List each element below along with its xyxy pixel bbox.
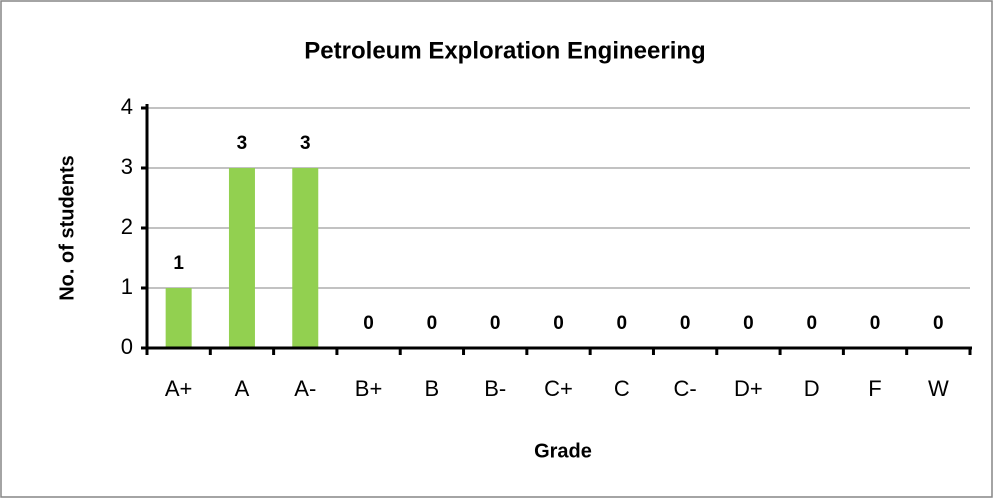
x-tick-label: A+ [165,376,193,401]
x-axis-label: Grade [534,440,592,462]
x-tick-label: B+ [355,376,383,401]
x-tick-label: D+ [734,376,763,401]
data-label: 0 [806,313,817,334]
data-label: 0 [490,313,501,334]
bar [165,288,192,348]
y-tick-label: 1 [121,274,133,299]
x-tick-label: C [614,376,630,401]
data-label: 0 [680,313,691,334]
x-tick-label: C- [674,376,697,401]
data-label: 0 [743,313,754,334]
x-tick-label: C+ [544,376,573,401]
data-label: 0 [617,313,628,334]
x-tick-label: B- [484,376,506,401]
chart-title: Petroleum Exploration Engineering [304,37,705,64]
x-tick-label: B [425,376,440,401]
bar [292,168,319,348]
data-label: 0 [870,313,881,334]
data-label: 0 [363,313,374,334]
y-tick-label: 0 [121,334,133,359]
bar [228,168,255,348]
y-tick-label: 3 [121,154,133,179]
data-label: 0 [553,313,564,334]
data-label: 1 [173,253,184,274]
data-label: 0 [427,313,438,334]
x-tick-label: A [235,376,250,401]
data-label: 3 [300,133,311,154]
x-tick-label: F [868,376,881,401]
y-tick-label: 2 [121,214,133,239]
data-label: 0 [933,313,944,334]
y-axis-label: No. of students [56,155,78,301]
x-tick-label: W [928,376,949,401]
x-tick-label: D [804,376,820,401]
x-tick-label: A- [294,376,316,401]
y-tick-label: 4 [121,94,133,119]
data-label: 3 [237,133,248,154]
